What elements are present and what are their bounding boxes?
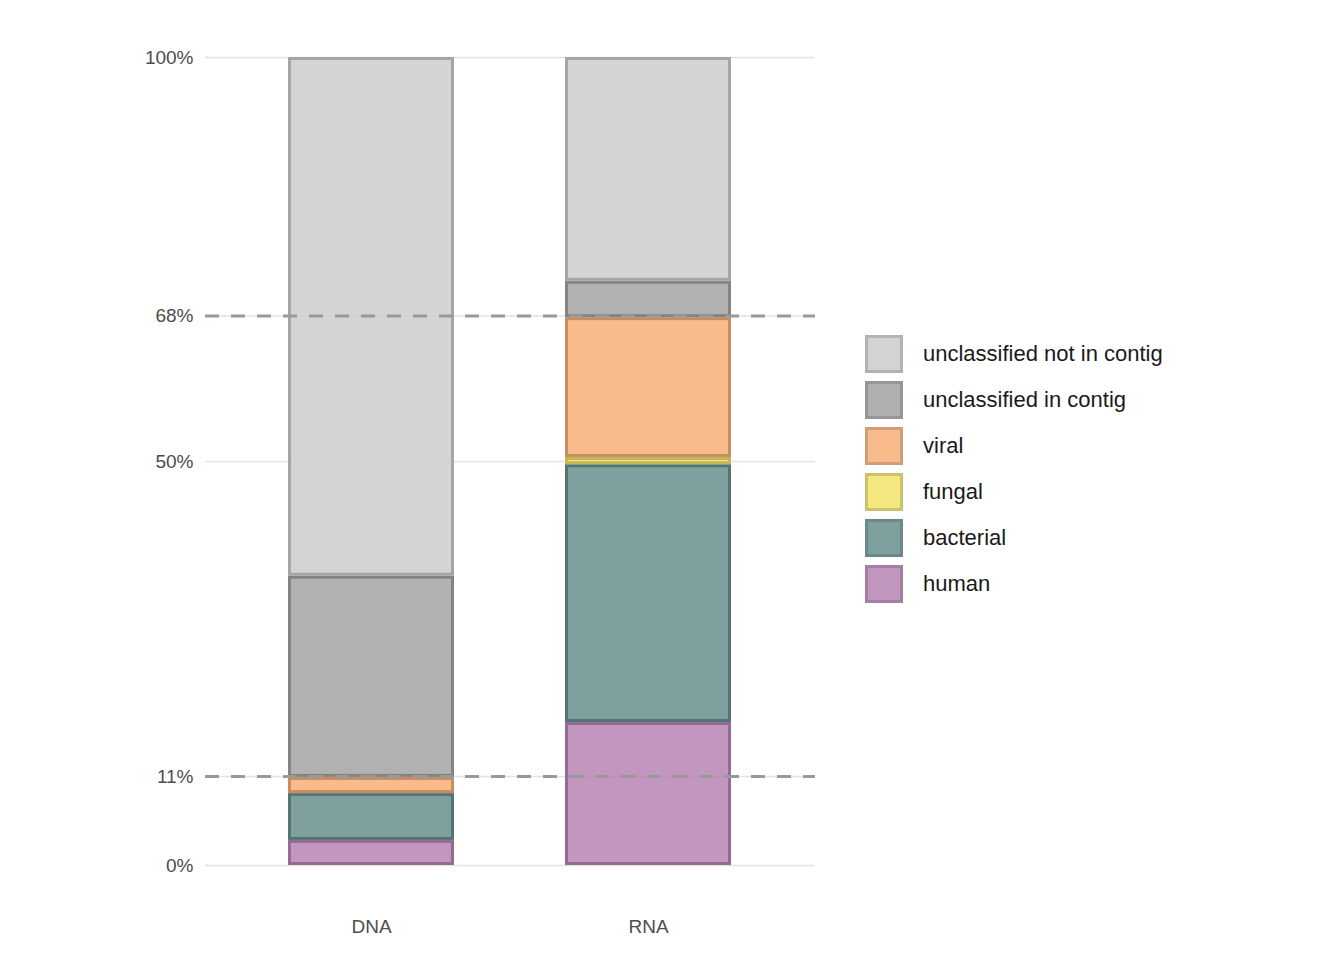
svg-text:0%: 0% (166, 855, 194, 876)
html-text:unclassified in contig: unclassified in contig (923, 387, 1126, 412)
svg-text:DNA: DNA (351, 916, 391, 937)
html-text:bacterial: bacterial (923, 525, 1007, 550)
html-text:unclassified not in contig: unclassified not in contig (923, 341, 1163, 366)
svg-text:100%: 100% (145, 47, 194, 68)
html-text:human: human (923, 571, 991, 596)
svg-text:RNA: RNA (628, 916, 668, 937)
html-text:fungal: fungal (923, 479, 983, 504)
svg-text:11%: 11% (157, 766, 194, 787)
html-text:viral: viral (923, 433, 964, 458)
svg-text:50%: 50% (155, 451, 193, 472)
svg-text:68%: 68% (155, 305, 193, 326)
